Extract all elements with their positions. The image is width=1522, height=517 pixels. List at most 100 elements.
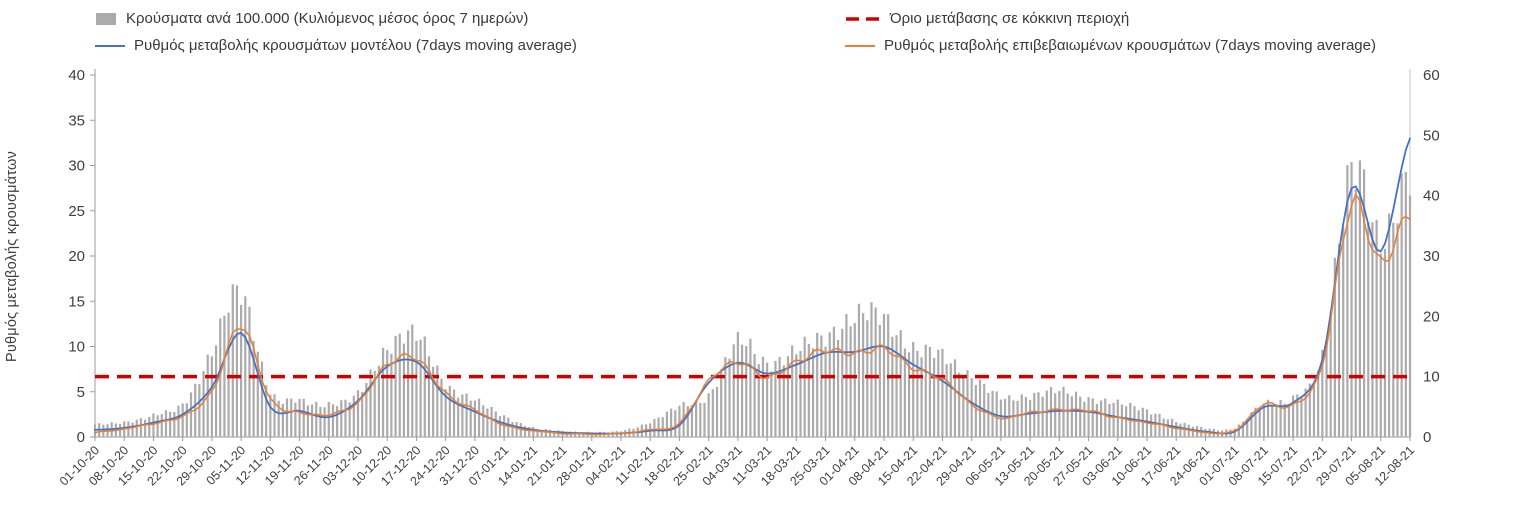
bar (832, 326, 835, 437)
bar (536, 428, 539, 437)
bar (686, 406, 689, 437)
bar (1125, 406, 1128, 437)
left-axis-tick-label: 20 (68, 248, 85, 265)
bar (1367, 221, 1370, 437)
bar (327, 401, 330, 437)
bar (490, 406, 493, 437)
bar (1408, 195, 1412, 437)
bar (795, 354, 798, 437)
bar (732, 344, 735, 437)
bar (891, 336, 894, 437)
bar (290, 398, 293, 437)
right-axis-tick-label: 0 (1423, 429, 1431, 446)
bar (1342, 226, 1345, 437)
bar (849, 326, 852, 437)
bar (402, 343, 406, 437)
bar (1258, 408, 1261, 437)
bar (874, 307, 877, 437)
bar (93, 424, 97, 437)
bar (131, 422, 134, 437)
bar (1362, 169, 1366, 437)
bar (315, 401, 318, 437)
bar (903, 348, 906, 437)
bar (1354, 189, 1357, 437)
bar (469, 400, 472, 437)
bar (336, 406, 339, 437)
bar (352, 395, 355, 437)
bar (1166, 419, 1169, 437)
left-axis-tick-label: 5 (77, 384, 85, 401)
bar (214, 345, 218, 437)
legend-label-confirmed-rate: Ρυθμός μεταβολής επιβεβαιωμένων κρουσμάτ… (884, 37, 1376, 54)
bar (1266, 399, 1270, 437)
left-axis-tick-label: 25 (68, 203, 85, 220)
bar (653, 418, 656, 437)
bar (720, 369, 723, 437)
bar (1095, 403, 1098, 437)
left-axis-tick-label: 0 (77, 429, 85, 446)
bar (523, 426, 527, 437)
bar (465, 393, 468, 437)
bar (1087, 397, 1090, 437)
bar (1066, 393, 1069, 437)
bar (1191, 426, 1195, 437)
bar (1187, 424, 1190, 437)
bar (670, 408, 673, 437)
bar (1016, 400, 1019, 437)
bar (319, 406, 322, 437)
bar (544, 429, 547, 437)
bar (761, 356, 765, 437)
bar (1033, 392, 1036, 437)
bar (578, 432, 581, 437)
bar (895, 335, 898, 437)
bar (728, 358, 731, 437)
bar (828, 332, 831, 437)
bar (757, 364, 760, 437)
bar (540, 429, 543, 437)
left-axis-tick-label: 30 (68, 158, 85, 175)
bar (928, 346, 932, 437)
bar (507, 417, 510, 437)
bar (745, 346, 748, 437)
bar (219, 318, 222, 437)
bar (1321, 349, 1324, 437)
bar (381, 347, 385, 437)
bar (1375, 219, 1378, 437)
legend-item-confirmed-rate: Ρυθμός μεταβολής επιβεβαιωμένων κρουσμάτ… (845, 37, 1376, 54)
bar (1162, 418, 1165, 437)
bar (515, 422, 518, 437)
bar (210, 356, 213, 437)
bar (160, 414, 163, 437)
bar (1283, 403, 1286, 437)
model-line-swatch-icon (95, 44, 125, 47)
bar (786, 356, 790, 437)
bar (248, 306, 251, 437)
legend-label-threshold: Όριο μετάβασης σε κόκκινη περιοχή (890, 10, 1130, 27)
bar (152, 413, 155, 437)
bar (740, 344, 744, 437)
bar (419, 339, 422, 437)
bar (144, 419, 147, 437)
bar (1400, 173, 1403, 438)
bar (1012, 400, 1015, 437)
bar (945, 364, 948, 437)
bar (1383, 248, 1387, 437)
legend-label-model-rate: Ρυθμός μεταβολής κρουσμάτων μοντέλου (7d… (134, 37, 577, 54)
bar (223, 315, 226, 437)
bar (348, 402, 351, 437)
bar (1388, 213, 1391, 437)
bar (227, 312, 230, 437)
bar (1079, 396, 1082, 437)
bar (770, 371, 773, 437)
bar (1392, 222, 1395, 437)
bar (1175, 422, 1178, 437)
bar (1029, 399, 1032, 437)
bar (1062, 386, 1065, 437)
bar (941, 348, 944, 437)
bar (774, 360, 777, 437)
bar (135, 419, 138, 437)
bar (665, 411, 669, 437)
bar (703, 402, 706, 437)
bar (436, 365, 439, 437)
